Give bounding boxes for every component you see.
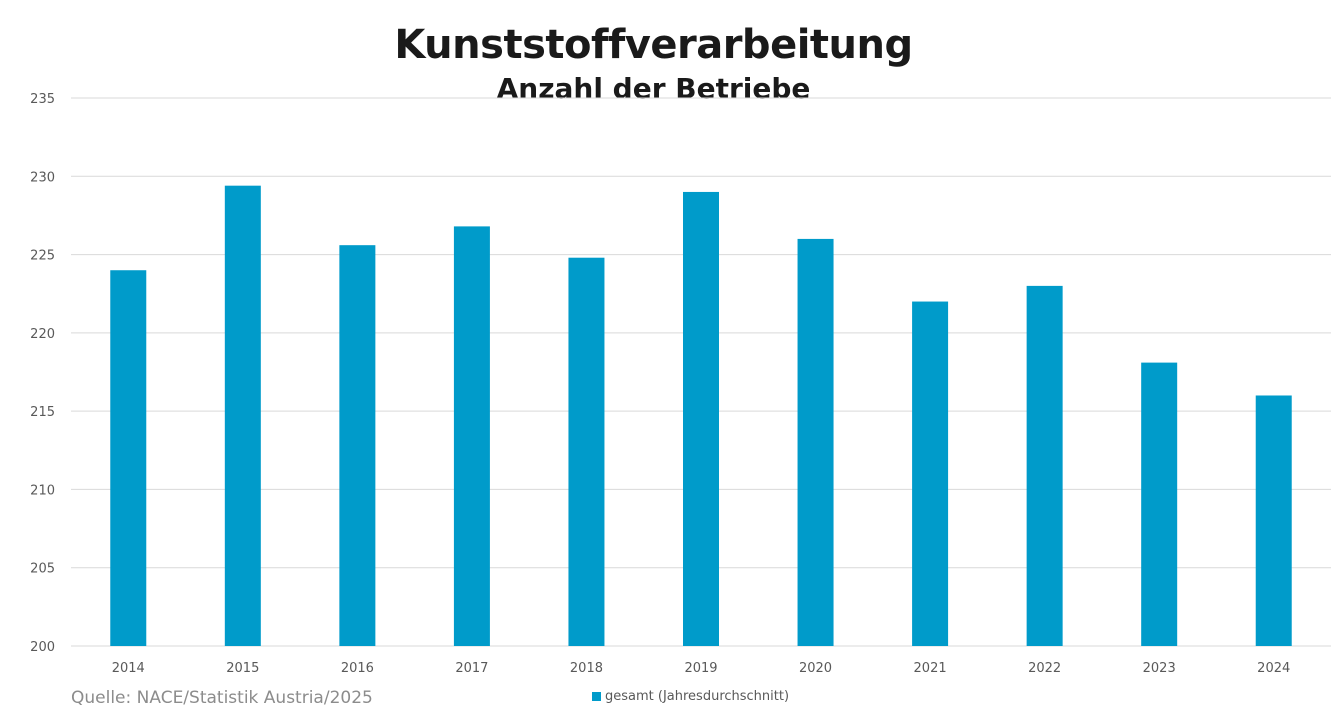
legend-label: gesamt (Jahresdurchschnitt) [605,689,790,704]
bars [110,185,1292,647]
bar-2015 [224,185,261,646]
y-tick-label: 225 [30,249,55,264]
y-tick-label: 205 [30,562,55,577]
bar-2021 [912,301,949,646]
bar-2017 [453,226,490,647]
x-tick-label: 2016 [341,661,374,676]
x-tick-label: 2017 [455,661,488,676]
x-tick-label: 2018 [570,661,603,676]
y-tick-label: 235 [30,92,55,107]
bar-2016 [339,245,376,647]
y-tick-label: 230 [30,170,55,185]
bar-2019 [683,191,719,646]
y-axis: 200 205 210 215 220 225 230 235 [30,92,55,655]
y-tick-label: 215 [30,405,55,420]
y-tick-label: 210 [30,483,55,498]
x-tick-label: 2021 [914,661,947,676]
chart-title: Kunststoffverarbeitung [394,22,913,68]
bar-2023 [1141,362,1178,646]
x-tick-label: 2020 [799,661,832,676]
x-axis: 2014 2015 2016 2017 2018 2019 2020 2021 2022 2023… [112,661,1291,676]
y-tick-label: 220 [30,327,55,342]
legend: gesamt (Jahresdurchschnitt) [592,689,789,704]
bar-2024 [1255,395,1292,646]
x-tick-label: 2015 [226,661,259,676]
bar-2020 [797,238,834,646]
x-tick-label: 2014 [112,661,145,676]
legend-swatch [592,692,601,701]
bar-2022 [1026,285,1063,646]
source-note: Quelle: NACE/Statistik Austria/2025 [71,688,373,708]
x-tick-label: 2019 [684,661,717,676]
bar-2014 [110,270,147,646]
y-tick-label: 200 [30,640,55,655]
x-tick-label: 2023 [1143,661,1176,676]
chart-subtitle: Anzahl der Betriebe [496,72,811,105]
x-tick-label: 2022 [1028,661,1061,676]
x-tick-label: 2024 [1257,661,1290,676]
bar-2018 [568,257,605,646]
